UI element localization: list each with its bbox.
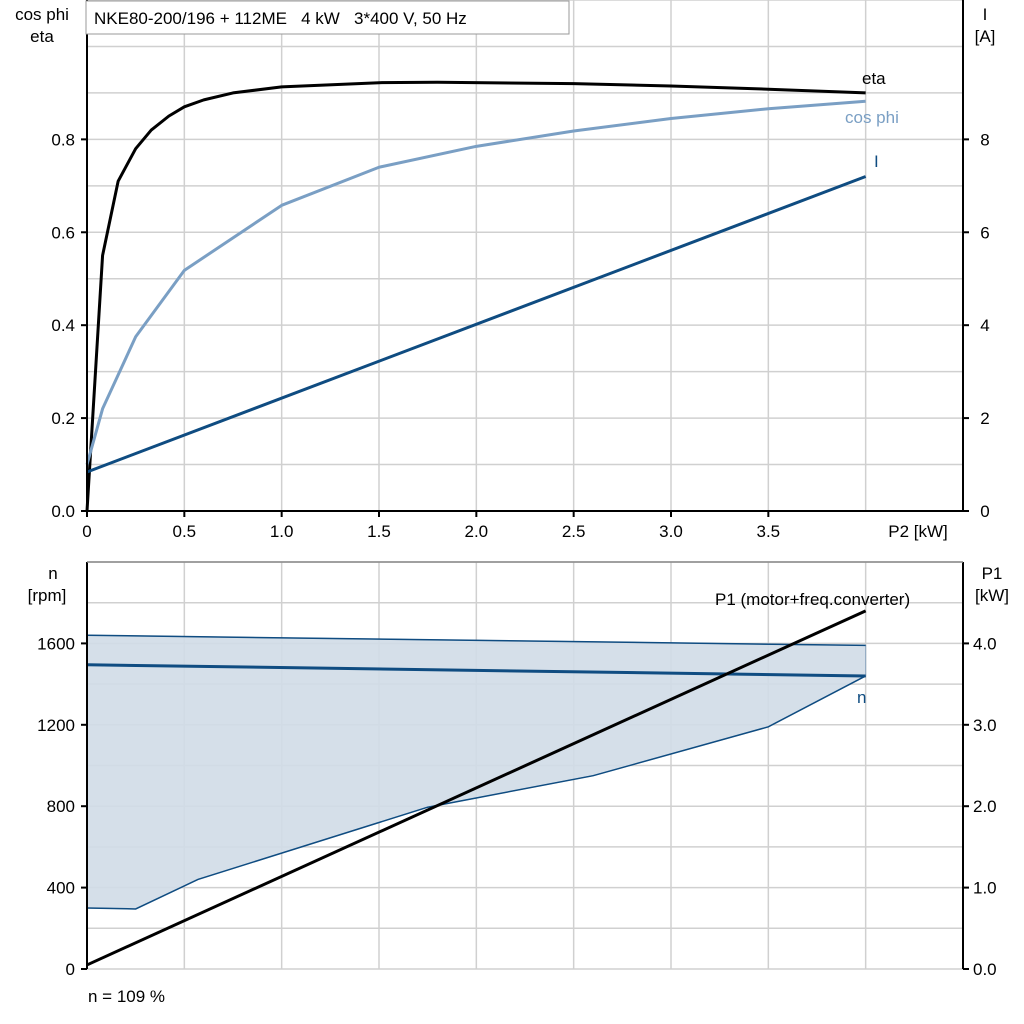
series-line-i [86, 175, 867, 474]
label-eta: eta [862, 69, 886, 88]
right-tick-label: 1.0 [973, 879, 997, 898]
speed-range-upper-line [86, 634, 866, 647]
right-tick-label: 6 [980, 223, 989, 242]
x-tick-label: 1.5 [367, 522, 391, 541]
x-tick-label: 3.0 [659, 522, 683, 541]
axes: 0.0 0.2 0.4 0.6 0.8 0 2 4 6 8 0 0.5 1.0 1.5 2.0 2.5 3.0 3… [37, 0, 997, 979]
left-tick-label: 800 [47, 797, 75, 816]
x-tick-label: 0.5 [173, 522, 197, 541]
bottom-left-ylabel-2: [rpm] [28, 586, 67, 605]
right-tick-label: 0.0 [973, 960, 997, 979]
label-current: I [874, 152, 879, 171]
left-tick-label: 0.4 [51, 316, 75, 335]
left-tick-label: 0.8 [51, 130, 75, 149]
chart-title: NKE80-200/196 + 112ME 4 kW 3*400 V, 50 H… [94, 9, 467, 28]
speed-range-lower-line [86, 675, 867, 910]
top-left-ylabel-1: cos phi [15, 5, 69, 24]
bottom-right-ylabel-1: P1 [982, 564, 1003, 583]
right-tick-label: 3.0 [973, 716, 997, 735]
top-left-ylabel-2: eta [30, 27, 54, 46]
x-tick-label: 2.0 [465, 522, 489, 541]
speed-annotation: n = 109 % [88, 987, 165, 1006]
right-tick-label: 8 [980, 130, 989, 149]
series-line-p1 [86, 609, 867, 967]
right-tick-label: 0 [980, 502, 989, 521]
top-right-ylabel-1: I [983, 5, 988, 24]
x-tick-label: 1.0 [270, 522, 294, 541]
left-tick-label: 400 [47, 879, 75, 898]
left-tick-label: 0.2 [51, 409, 75, 428]
label-p1: P1 (motor+freq.converter) [715, 590, 910, 609]
speed-range-area [86, 634, 867, 910]
series-lines [85, 80, 867, 967]
x-tick-label: 0 [82, 522, 91, 541]
left-tick-label: 0.6 [51, 223, 75, 242]
left-tick-label: 1200 [37, 716, 75, 735]
top-grid [86, 0, 964, 512]
right-tick-label: 2 [980, 409, 989, 428]
top-xlabel: P2 [kW] [888, 522, 948, 541]
x-tick-label: 3.5 [757, 522, 781, 541]
bottom-right-ylabel-2: [kW] [975, 586, 1009, 605]
title-box [85, 0, 570, 35]
top-right-ylabel-2: [A] [975, 27, 996, 46]
right-tick-label: 2.0 [973, 797, 997, 816]
left-tick-label: 0 [66, 960, 75, 979]
series-line-n [86, 663, 866, 678]
series-line-cos [85, 99, 866, 465]
left-tick-label: 0.0 [51, 502, 75, 521]
label-n: n [857, 688, 866, 707]
series-line-eta [85, 80, 866, 512]
right-tick-label: 4 [980, 316, 989, 335]
left-tick-label: 1600 [37, 634, 75, 653]
x-tick-label: 2.5 [562, 522, 586, 541]
right-tick-label: 4.0 [973, 634, 997, 653]
bottom-left-ylabel-1: n [48, 564, 57, 583]
label-cos-phi: cos phi [845, 108, 899, 127]
